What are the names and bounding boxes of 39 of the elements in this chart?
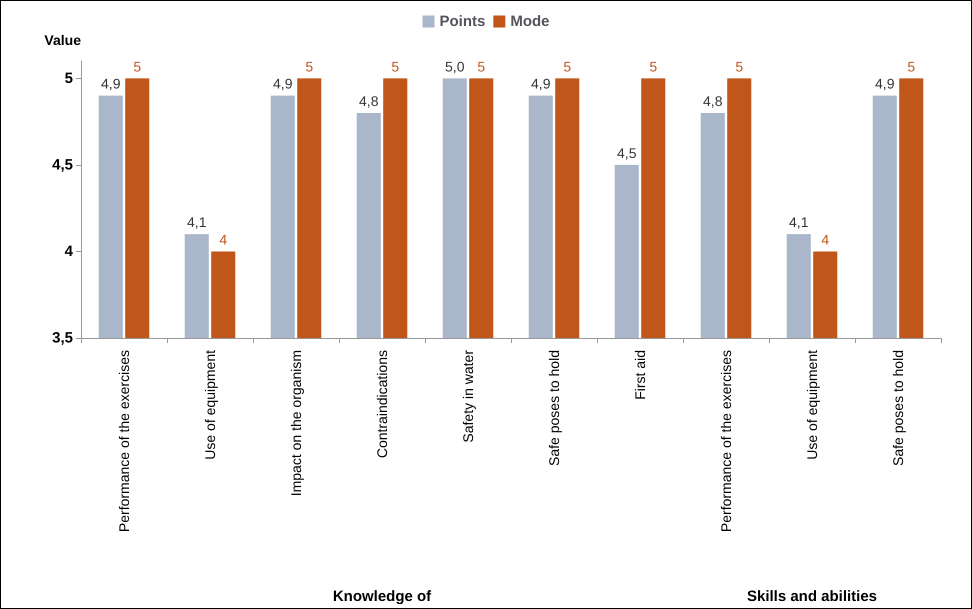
x-tick-label: Performance of the exercises	[718, 350, 734, 532]
x-tick-label: Impact on the organism	[288, 350, 304, 496]
data-label: 5	[477, 58, 486, 74]
data-label: 5,0	[445, 58, 465, 74]
data-label: 4,9	[101, 76, 121, 92]
y-tick-label: 3,5	[52, 330, 73, 346]
x-tick-label: First aid	[632, 350, 648, 400]
x-tick-label: Use of equipment	[804, 350, 820, 460]
x-tick-label: Contraindications	[374, 350, 390, 458]
data-label: 4,5	[617, 144, 637, 161]
data-label: 5	[907, 58, 916, 74]
data-label: 4,8	[703, 92, 723, 109]
text: Knowledge of	[332, 588, 432, 605]
text: Skills and abilities	[746, 588, 878, 605]
data-label: 4,1	[187, 214, 207, 230]
legend-label: Points	[440, 13, 486, 30]
x-tick-label: Performance of the exercises	[116, 350, 132, 532]
x-tick-label: Safe poses to hold	[546, 350, 562, 466]
data-label: 4,8	[359, 92, 379, 109]
x-tick-label: Use of equipment	[202, 350, 218, 460]
y-axis-title: Value	[44, 32, 82, 48]
data-label: 5	[133, 58, 142, 74]
y-tick-label: 4,5	[52, 156, 73, 174]
data-label: 4	[219, 231, 228, 248]
data-label: 5	[649, 58, 658, 74]
data-label: 5	[735, 58, 744, 74]
x-tick-label: Safety in water	[460, 350, 476, 443]
data-label: 4,9	[531, 76, 551, 92]
data-label: 5	[391, 58, 400, 74]
data-label: 4,9	[273, 76, 293, 92]
data-label: 4,9	[875, 76, 895, 92]
legend-label: Mode	[510, 13, 550, 30]
x-tick-label: Safe poses to hold	[890, 350, 906, 466]
data-label: 5	[563, 58, 572, 74]
data-label: 4	[821, 231, 830, 248]
data-label: 5	[305, 58, 314, 74]
y-tick-label: 5	[64, 70, 73, 87]
y-tick-label: 4	[64, 242, 74, 260]
data-label: 4,1	[789, 214, 809, 230]
